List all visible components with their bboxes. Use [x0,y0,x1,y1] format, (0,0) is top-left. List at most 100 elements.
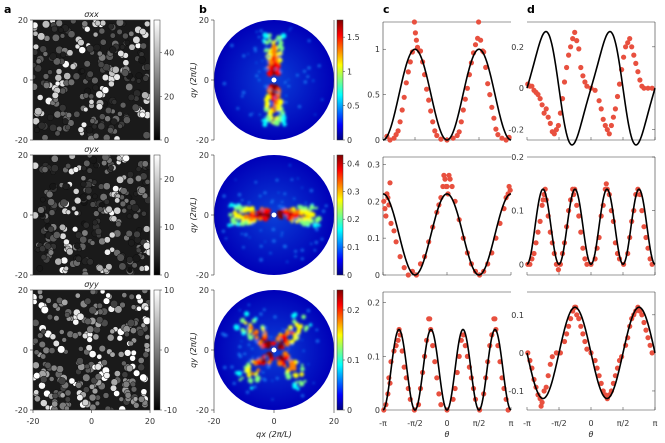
columns-c-d-angular-plots: 10.500.20-0.20.30.20.100.20.100.20.100.1… [367,19,658,439]
colorbar [153,154,161,276]
data-point [537,218,543,224]
fit-curve [382,193,512,276]
data-point [580,331,586,337]
angular-plot-c-row-1: 10.50 [367,19,512,145]
y-tick-label: 20 [199,286,209,295]
data-point [405,69,411,75]
data-point [535,229,541,235]
data-point [456,353,462,359]
data-point [399,348,405,354]
y-tick-label: 20 [199,151,209,160]
data-point [549,354,555,360]
data-point [382,206,388,212]
angular-plot-c-row-2: 0.3 0.2 0.1 0 [367,156,513,280]
data-point [476,19,482,25]
x-tick-label: -20 [26,417,39,426]
x-tick-label: 20 [329,417,339,426]
fourier-map-row-2: 20 0 -20 qy (2π/L) 0.4 0.3 0.2 0.1 0 [189,151,360,280]
stress-map-image [33,20,150,140]
y-tick-label: 0.5 [367,91,380,100]
data-point [641,85,647,91]
data-point [411,19,417,25]
data-point [623,44,629,50]
colorbar-tick-label: 0.1 [347,356,360,365]
data-point [576,213,582,219]
y-tick-label: 0.1 [511,207,524,216]
data-point [584,261,590,267]
data-point [641,319,647,326]
data-point [645,335,651,341]
stress-map-row-2: σyx 20 0 -20 20 10 0 [15,145,174,280]
data-point [452,385,458,392]
data-point [555,267,562,273]
colorbar [336,154,344,276]
data-point [426,97,432,103]
data-point [434,132,440,139]
y-tick-label: 20 [18,286,28,295]
theta-tick-label: π/2 [617,419,630,428]
data-point [633,60,639,66]
data-point [598,106,604,112]
data-point [572,29,578,35]
data-point [608,122,615,129]
data-point [576,46,582,52]
y-tick-label: 0.2 [511,43,524,52]
data-point [545,373,551,379]
fit-curve [526,188,656,266]
data-point [462,96,468,102]
data-point [637,77,643,83]
data-point [604,127,610,133]
data-point [424,86,430,92]
data-point [388,220,394,226]
data-point [438,136,444,142]
stress-map-row-3: σyy 20 0 -20 10 0 -10 [15,280,177,415]
fourier-pattern [221,303,320,401]
y-tick-label: 0.1 [367,234,380,243]
data-point [564,64,570,71]
data-point [458,119,464,125]
x-tick-label: 20 [145,417,155,426]
theta-tick-label: 0 [588,419,593,428]
y-axis-label: qy (2π/L) [189,62,198,98]
data-point [387,137,393,143]
colorbar-tick-label: 20 [164,175,174,184]
y-axis-label: qy (2π/L) [189,197,198,233]
data-point [535,91,541,98]
y-tick-label: 0 [23,76,28,85]
y-axis-label: qy (2π/L) [189,332,198,368]
data-point [539,102,545,108]
y-tick-label: -20 [196,136,209,145]
colorbar-tick-label: 0 [164,271,169,280]
colorbar-tick-label: 0 [347,271,352,280]
colorbar-tick-label: 40 [164,49,174,58]
angular-plot-d-row-3: 0.1 0 -0.1 [508,291,656,411]
data-point [460,107,466,113]
data-point [582,79,588,85]
data-point [578,64,584,71]
colorbar-tick-label: 0.4 [347,159,360,168]
data-point [649,85,655,91]
data-point [541,388,547,394]
data-point [610,114,617,120]
colorbar-tick-label: 0.3 [347,187,360,196]
data-point [578,229,584,235]
data-point [449,183,455,190]
y-tick-label: 0.2 [367,299,380,308]
data-point [395,337,401,343]
angular-plot-d-row-2: 0.2 0.1 0 [511,153,656,276]
fit-curve [382,328,512,411]
y-tick-label: 0.2 [367,197,380,206]
data-point [561,79,568,85]
data-point [397,254,403,260]
data-point [438,402,444,408]
y-tick-label: 0 [375,406,380,415]
theta-axis-label: θ [445,430,450,439]
theta-tick-label: -π/2 [407,419,423,428]
data-point [647,342,653,348]
data-point [434,375,440,381]
data-point [464,85,470,91]
data-point [621,54,627,60]
data-point [545,114,551,120]
colorbar-tick-label: 0.2 [347,306,360,315]
